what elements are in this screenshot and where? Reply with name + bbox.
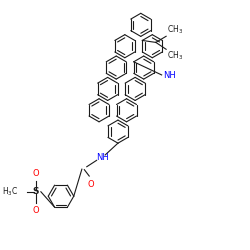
Text: CH$_3$: CH$_3$ — [166, 50, 183, 62]
Text: CH$_3$: CH$_3$ — [166, 23, 183, 36]
Text: NH: NH — [163, 72, 175, 80]
Text: NH: NH — [96, 153, 109, 162]
Text: O: O — [33, 206, 39, 214]
Text: O: O — [88, 180, 94, 189]
Text: S: S — [33, 187, 39, 196]
Text: O: O — [33, 169, 39, 178]
Text: H$_3$C: H$_3$C — [2, 186, 19, 198]
